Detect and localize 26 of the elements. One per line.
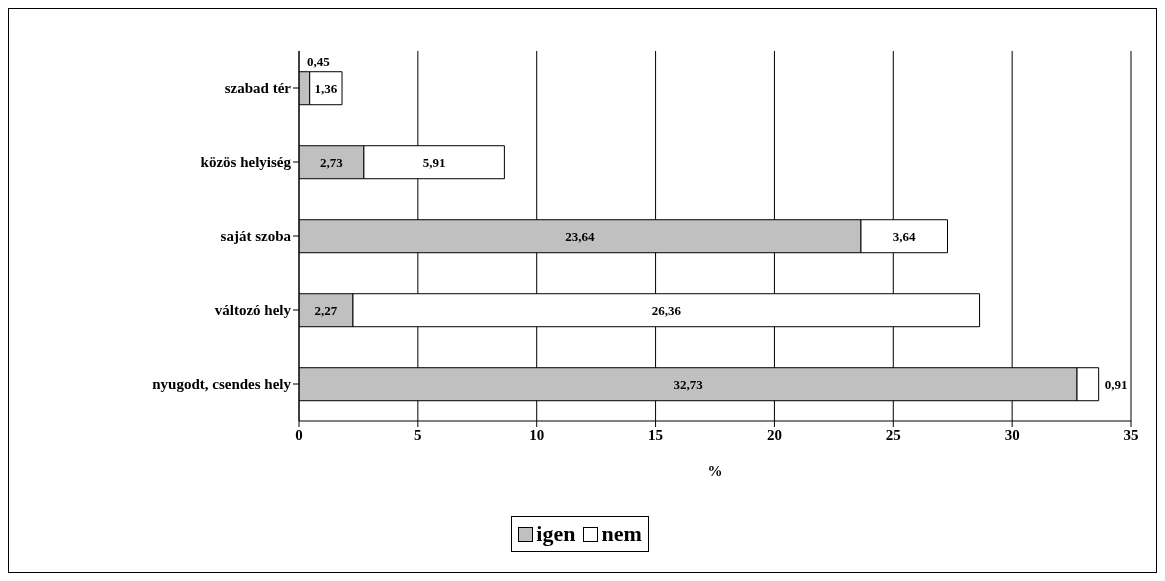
legend-label: igen [535, 521, 576, 547]
data-label: 0,45 [306, 54, 331, 70]
x-tick-label: 20 [766, 426, 782, 443]
data-label: 3,64 [892, 228, 917, 244]
data-label: 23,64 [565, 228, 596, 244]
data-label: 0,91 [1104, 376, 1128, 392]
data-label: 2,27 [314, 302, 338, 318]
y-tick-label: szabad tér [224, 80, 292, 97]
x-tick-label: 30 [1004, 426, 1020, 443]
y-tick-label: változó hely [214, 302, 292, 319]
y-tick-label: közös helyiség [200, 154, 292, 171]
y-tick-label: nyugodt, csendes hely [152, 376, 292, 393]
x-tick-label: 10 [529, 426, 545, 443]
data-label: 32,73 [673, 376, 704, 392]
x-tick-label: 25 [885, 426, 901, 443]
data-label: 1,36 [314, 80, 338, 96]
x-tick-label: 0 [295, 426, 303, 443]
data-label: 5,91 [422, 154, 446, 170]
y-tick-label: saját szoba [220, 228, 292, 245]
x-tick-label: 5 [414, 426, 422, 443]
data-label: 2,73 [320, 154, 344, 170]
legend-label: nem [600, 521, 642, 547]
x-tick-label: 35 [1123, 426, 1139, 443]
x-axis-title: % [707, 463, 723, 479]
x-tick-label: 15 [648, 426, 664, 443]
data-label: 26,36 [651, 302, 682, 318]
